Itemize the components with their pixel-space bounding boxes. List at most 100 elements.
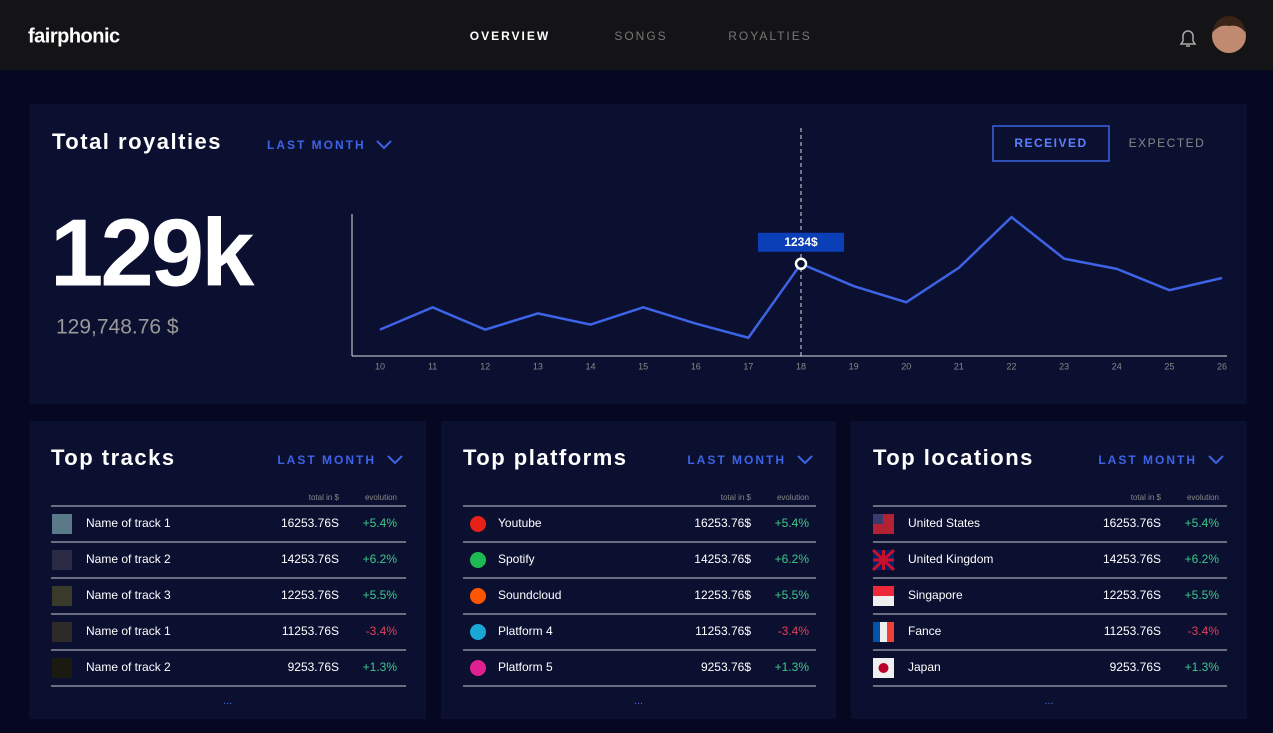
highlight-point — [794, 257, 808, 271]
panel — [851, 421, 1247, 719]
row-total: 11253.76S — [1104, 624, 1161, 638]
row-name[interactable]: Name of track 3 — [86, 588, 171, 602]
track-thumb — [52, 550, 72, 570]
toggle-active[interactable] — [992, 125, 1110, 162]
row-total: 16253.76S — [281, 516, 339, 530]
column-header: evolution — [365, 493, 397, 502]
platform-icon — [470, 660, 486, 676]
x-tick-label: 15 — [638, 361, 648, 371]
row-name[interactable]: Singapore — [908, 588, 963, 602]
x-tick-label: 18 — [796, 361, 806, 371]
avatar-hair — [1213, 16, 1245, 32]
exact-total: 129,748.76 $ — [56, 316, 179, 339]
x-tick-label: 25 — [1164, 361, 1174, 371]
avatar[interactable] — [1212, 19, 1246, 53]
dropdown-arrow[interactable] — [376, 140, 392, 150]
x-tick-label: 26 — [1217, 361, 1227, 371]
row-name[interactable]: Spotify — [498, 552, 535, 566]
row-total: 9253.76S — [1110, 660, 1161, 674]
flag — [878, 663, 889, 673]
panel — [441, 421, 836, 719]
period-select[interactable]: LAST MONTH — [687, 453, 786, 467]
bell-icon[interactable] — [1179, 30, 1197, 47]
period-select[interactable]: LAST MONTH — [1098, 453, 1197, 467]
x-tick-label: 12 — [480, 361, 490, 371]
row-evolution: -3.4% — [778, 624, 810, 638]
row-name[interactable]: Youtube — [498, 516, 542, 530]
row-evolution: +6.2% — [363, 552, 398, 566]
row-name[interactable]: Soundcloud — [498, 588, 561, 602]
platform-icon — [470, 588, 486, 604]
row-evolution: +6.2% — [775, 552, 810, 566]
royalties-panel — [29, 104, 1247, 404]
platform-icon — [470, 552, 486, 568]
row-total: 16253.76$ — [694, 516, 751, 530]
dropdown-arrow[interactable] — [387, 455, 403, 465]
row-evolution: +5.5% — [1185, 588, 1220, 602]
panel-title: Top platforms — [463, 445, 628, 470]
track-thumb — [52, 658, 72, 678]
track-thumb — [52, 586, 72, 606]
nav-item[interactable]: SONGS — [614, 29, 667, 43]
panel-title: Total royalties — [52, 129, 222, 154]
row-name[interactable]: Name of track 1 — [86, 624, 171, 638]
row-name[interactable]: Platform 5 — [498, 660, 553, 674]
row-evolution: +5.4% — [363, 516, 398, 530]
row-total: 14253.76$ — [694, 552, 751, 566]
x-tick-label: 22 — [1006, 361, 1016, 371]
nav-item[interactable]: OVERVIEW — [470, 29, 550, 43]
row-total: 9253.76$ — [701, 660, 751, 674]
row-evolution: +5.5% — [363, 588, 398, 602]
row-name[interactable]: Name of track 2 — [86, 660, 171, 674]
row-evolution: +1.3% — [363, 660, 398, 674]
row-evolution: +5.5% — [775, 588, 810, 602]
column-header: evolution — [1187, 493, 1219, 502]
x-tick-label: 11 — [428, 361, 437, 371]
track-thumb — [52, 622, 72, 642]
platform-icon — [470, 516, 486, 532]
row-evolution: -3.4% — [1188, 624, 1220, 638]
flag — [873, 586, 894, 596]
row-evolution: +6.2% — [1185, 552, 1220, 566]
more-link[interactable]: ... — [1044, 695, 1053, 707]
more-link[interactable]: ... — [223, 695, 232, 707]
x-tick-label: 13 — [533, 361, 543, 371]
row-total: 9253.76S — [288, 660, 339, 674]
tooltip-label: 1234$ — [784, 235, 818, 249]
panel-title: Top locations — [873, 445, 1034, 470]
track-thumb — [52, 514, 72, 534]
row-total: 12253.76$ — [694, 588, 751, 602]
row-name[interactable]: United States — [908, 516, 980, 530]
row-name[interactable]: United Kingdom — [908, 552, 993, 566]
row-total: 14253.76S — [281, 552, 339, 566]
more-link[interactable]: ... — [634, 695, 643, 707]
row-evolution: +1.3% — [775, 660, 810, 674]
row-name[interactable]: Platform 4 — [498, 624, 553, 638]
dropdown-arrow[interactable] — [1208, 455, 1224, 465]
row-name[interactable]: Japan — [908, 660, 941, 674]
toggle-option[interactable]: RECEIVED — [1014, 136, 1087, 150]
period-select[interactable]: LAST MONTH — [277, 453, 376, 467]
x-tick-label: 23 — [1059, 361, 1069, 371]
dropdown-arrow[interactable] — [797, 455, 813, 465]
tooltip-box — [758, 232, 844, 252]
x-tick-label: 20 — [901, 361, 911, 371]
row-name[interactable]: Name of track 1 — [86, 516, 171, 530]
row-name[interactable]: Fance — [908, 624, 942, 638]
period-select[interactable]: LAST MONTH — [267, 138, 366, 152]
x-tick-label: 10 — [375, 361, 385, 371]
row-total: 11253.76S — [282, 624, 339, 638]
logo[interactable]: fairphonic — [28, 25, 121, 47]
row-name[interactable]: Name of track 2 — [86, 552, 171, 566]
toggle-option[interactable]: EXPECTED — [1129, 136, 1206, 150]
x-tick-label: 14 — [585, 361, 595, 371]
nav-item[interactable]: ROYALTIES — [728, 29, 812, 43]
x-tick-label: 21 — [954, 361, 964, 371]
flag — [887, 622, 894, 642]
panel — [29, 421, 426, 719]
flag — [873, 514, 883, 524]
x-tick-label: 19 — [849, 361, 859, 371]
header-bar — [0, 0, 1273, 70]
